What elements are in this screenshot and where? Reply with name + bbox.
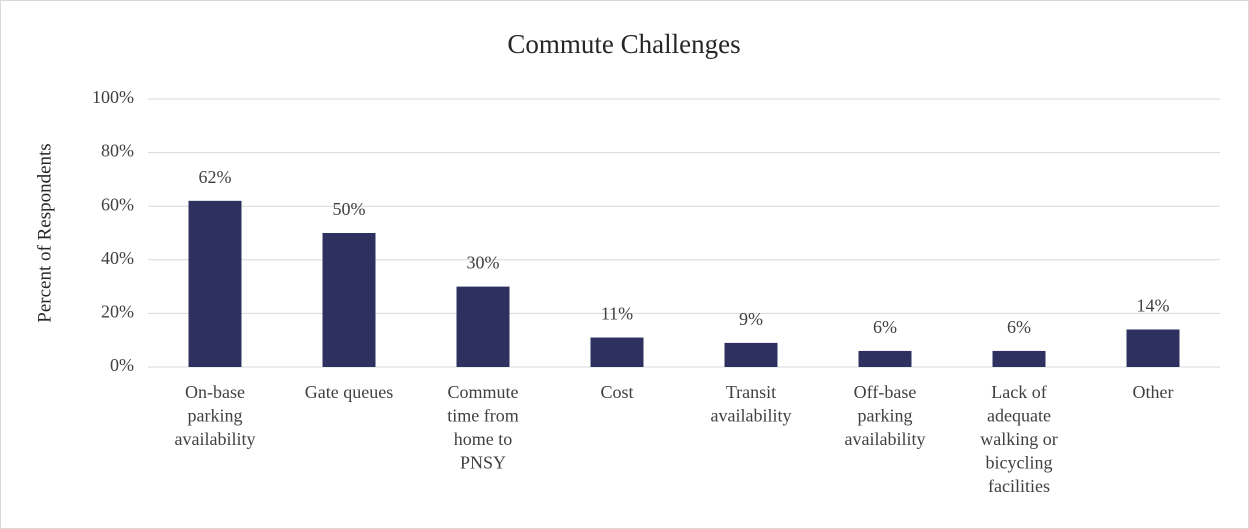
- y-axis-label: Percent of Respondents: [34, 143, 55, 322]
- x-tick-label: Lack of adequate walking or bicycling facili…: [980, 382, 1057, 496]
- x-tick-label: Gate queues: [305, 382, 393, 402]
- y-tick-label: 100%: [92, 87, 134, 107]
- bar: [456, 286, 510, 367]
- bar: [590, 337, 644, 367]
- x-tick-label: Cost: [600, 382, 633, 402]
- bar: [858, 350, 912, 367]
- y-tick-label: 40%: [101, 248, 134, 268]
- data-label: 6%: [873, 317, 897, 337]
- y-tick-label: 0%: [110, 355, 134, 375]
- data-label: 11%: [601, 304, 633, 324]
- x-tick-label: Transit availability: [711, 382, 792, 426]
- x-tick-label: Other: [1133, 382, 1174, 402]
- bar: [188, 200, 242, 367]
- x-tick-label: On-base parking availability: [175, 382, 256, 449]
- data-label: 9%: [739, 309, 763, 329]
- data-label: 6%: [1007, 317, 1031, 337]
- x-tick-label: Off-base parking availability: [845, 382, 926, 449]
- x-tick-label: Commute time from home to PNSY: [447, 382, 518, 473]
- data-label: 50%: [333, 199, 366, 219]
- y-tick-label: 20%: [101, 302, 134, 322]
- data-label: 30%: [467, 253, 500, 273]
- y-tick-label: 80%: [101, 141, 134, 161]
- bar: [724, 342, 778, 367]
- data-label: 62%: [199, 167, 232, 187]
- bar: [322, 233, 376, 367]
- bar: [992, 350, 1046, 367]
- bar: [1126, 329, 1180, 367]
- chart-title: Commute Challenges: [507, 29, 740, 59]
- y-tick-label: 60%: [101, 194, 134, 214]
- data-label: 14%: [1137, 296, 1170, 316]
